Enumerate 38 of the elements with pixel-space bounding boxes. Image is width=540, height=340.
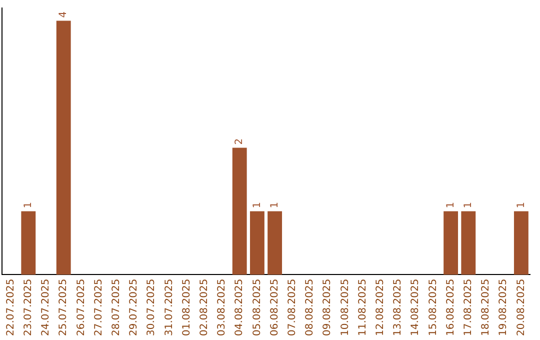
- x-tick-label: 10.08.2025: [340, 278, 351, 336]
- x-tick-label: 04.08.2025: [234, 278, 246, 336]
- x-tick-label: 02.08.2025: [198, 278, 210, 336]
- x-tick-label: 29.07.2025: [128, 278, 140, 336]
- x-tick-label: 17.08.2025: [462, 278, 474, 336]
- data-label: 1: [22, 202, 34, 208]
- x-tick-label: 15.08.2025: [428, 278, 439, 336]
- x-tick-label: 16.08.2025: [445, 278, 456, 336]
- x-tick-label: 01.08.2025: [181, 278, 192, 336]
- x-tick-label: 11.08.2025: [357, 278, 368, 336]
- data-label: 2: [234, 138, 246, 145]
- data-label: 1: [462, 202, 474, 208]
- x-tick-label: 25.07.2025: [58, 278, 70, 336]
- x-tick-label: 31.07.2025: [164, 278, 175, 336]
- x-tick-label: 23.07.2025: [22, 278, 34, 336]
- x-tick-label: 28.07.2025: [110, 278, 122, 336]
- x-tick-label: 08.08.2025: [304, 278, 316, 336]
- x-tick-label: 05.08.2025: [252, 278, 263, 336]
- x-tick-label: 27.07.2025: [93, 278, 104, 336]
- data-label: 4: [58, 11, 70, 18]
- x-tick-label: 26.07.2025: [76, 278, 87, 336]
- data-label: 1: [269, 202, 280, 208]
- x-tick-label: 12.08.2025: [374, 278, 386, 336]
- data-label: 1: [252, 202, 263, 208]
- x-tick-label: 14.08.2025: [410, 278, 422, 336]
- x-tick-label: 07.08.2025: [286, 278, 298, 336]
- x-tick-label: 09.08.2025: [322, 278, 334, 336]
- data-label: 1: [445, 202, 456, 208]
- x-tick-label: 13.08.2025: [392, 278, 404, 336]
- x-tick-label: 30.07.2025: [146, 278, 158, 336]
- x-tick-label: 19.08.2025: [498, 278, 510, 336]
- x-tick-label: 24.07.2025: [40, 278, 52, 336]
- x-tick-label: 03.08.2025: [216, 278, 228, 336]
- x-tick-label: 22.07.2025: [5, 278, 16, 336]
- x-tick-label: 06.08.2025: [269, 278, 280, 336]
- x-tick-label: 20.08.2025: [516, 278, 527, 336]
- x-tick-label: 18.08.2025: [480, 278, 492, 336]
- data-label: 1: [516, 202, 527, 208]
